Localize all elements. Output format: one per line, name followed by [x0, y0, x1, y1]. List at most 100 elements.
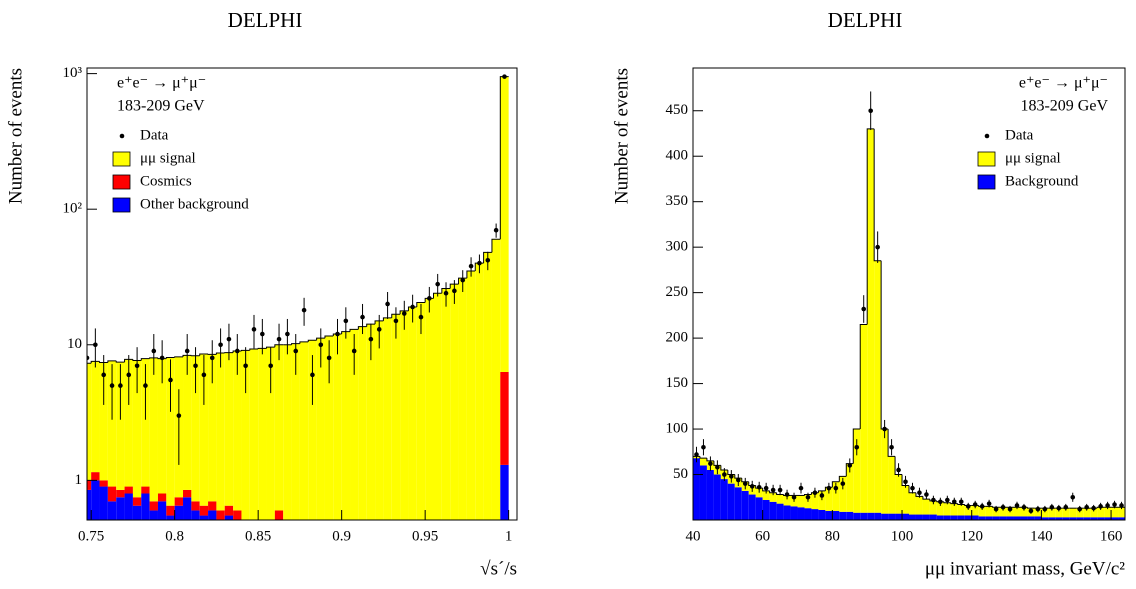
plot-frame	[693, 68, 1125, 520]
data-point	[820, 493, 825, 498]
histogram-bar	[993, 516, 1000, 520]
y-axis-title: Number of events	[611, 68, 632, 204]
histogram-bar	[183, 490, 191, 497]
histogram-bar	[923, 515, 930, 520]
x-tick-label: 0.9	[332, 528, 351, 544]
x-tick-label: 80	[825, 528, 840, 544]
legend-swatch	[113, 198, 130, 212]
data-point	[854, 445, 859, 450]
histogram-bar	[916, 515, 923, 520]
x-tick-label: 140	[1030, 528, 1053, 544]
data-point	[1063, 505, 1068, 510]
histogram-bar	[811, 509, 818, 520]
legend-swatch	[113, 152, 130, 166]
data-point	[875, 245, 880, 250]
data-point	[318, 342, 323, 347]
histogram-bar	[728, 484, 735, 520]
y-tick-label: 450	[666, 102, 689, 118]
histogram-bar	[208, 510, 216, 521]
data-point	[477, 261, 482, 266]
x-tick-label: 160	[1100, 528, 1123, 544]
histogram-bar	[860, 513, 867, 520]
histogram-bar	[375, 321, 383, 521]
data-point	[419, 315, 424, 320]
data-point	[243, 363, 248, 368]
histogram-bar	[888, 514, 895, 520]
data-point	[736, 478, 741, 483]
histogram-bar	[902, 514, 909, 520]
data-point	[460, 278, 465, 283]
histogram-bar	[500, 77, 508, 372]
histogram-bar	[1069, 508, 1076, 517]
x-axis-title: √s´/s	[480, 558, 517, 579]
histogram-bar	[333, 334, 341, 521]
histogram-bar	[791, 506, 798, 520]
data-point	[385, 302, 390, 307]
data-point	[931, 498, 936, 503]
histogram-bar	[909, 515, 916, 520]
y-tick-label: 10	[67, 336, 82, 352]
histogram-bar	[965, 515, 972, 520]
data-point	[708, 461, 713, 466]
data-point	[360, 315, 365, 320]
data-point	[452, 289, 457, 294]
x-tick-label: 0.85	[245, 528, 271, 544]
data-point	[994, 507, 999, 512]
histogram-bar	[860, 324, 867, 512]
data-point	[277, 337, 282, 342]
y-axis-title: Number of events	[5, 68, 26, 204]
histogram-bar	[125, 493, 133, 521]
histogram-bar	[175, 497, 183, 505]
histogram-bar	[133, 497, 141, 505]
x-tick-label: 40	[686, 528, 701, 544]
data-point	[764, 486, 769, 491]
data-point	[227, 337, 232, 342]
histogram-bar	[930, 515, 937, 520]
histogram-bar	[986, 506, 993, 516]
histogram-bar	[777, 495, 784, 504]
y-tick-label: 50	[673, 466, 688, 482]
histogram-bar	[141, 493, 149, 521]
histogram-bar	[895, 475, 902, 514]
data-point	[743, 481, 748, 486]
data-point	[966, 504, 971, 509]
histogram-bar	[1020, 516, 1027, 520]
histogram-bar	[141, 487, 149, 494]
histogram-bar	[425, 298, 433, 521]
stack-outline	[116, 361, 124, 362]
data-point	[427, 296, 432, 301]
histogram-bar	[1027, 516, 1034, 520]
data-point	[1105, 503, 1110, 508]
data-point	[813, 490, 818, 495]
data-point	[168, 378, 173, 383]
data-point	[369, 337, 374, 342]
histogram-bar	[986, 516, 993, 520]
x-tick-label: 100	[891, 528, 914, 544]
data-point	[268, 363, 273, 368]
data-point	[847, 463, 852, 468]
histogram-bar	[1111, 507, 1118, 517]
legend-swatch	[113, 175, 130, 189]
data-point	[952, 500, 957, 505]
histogram-bar	[208, 501, 216, 510]
histogram-bar	[867, 513, 874, 520]
histogram-bar	[258, 348, 266, 521]
annotation: 183-209 GeV	[1020, 98, 1108, 115]
histogram-bar	[300, 342, 308, 521]
data-point	[827, 486, 832, 491]
data-point	[335, 332, 340, 337]
data-point	[750, 484, 755, 489]
data-point	[1036, 507, 1041, 512]
histogram-bar	[434, 293, 442, 521]
legend-label: μμ signal	[1005, 150, 1061, 166]
data-point	[352, 349, 357, 354]
data-point	[701, 445, 706, 450]
annotation: e⁺e⁻ → μ⁺μ⁻	[117, 75, 206, 92]
data-point	[310, 373, 315, 378]
histogram-bar	[91, 472, 99, 480]
data-point	[889, 445, 894, 450]
histogram-bar	[937, 515, 944, 520]
x-tick-label: 0.75	[78, 528, 104, 544]
data-point	[1077, 507, 1082, 512]
